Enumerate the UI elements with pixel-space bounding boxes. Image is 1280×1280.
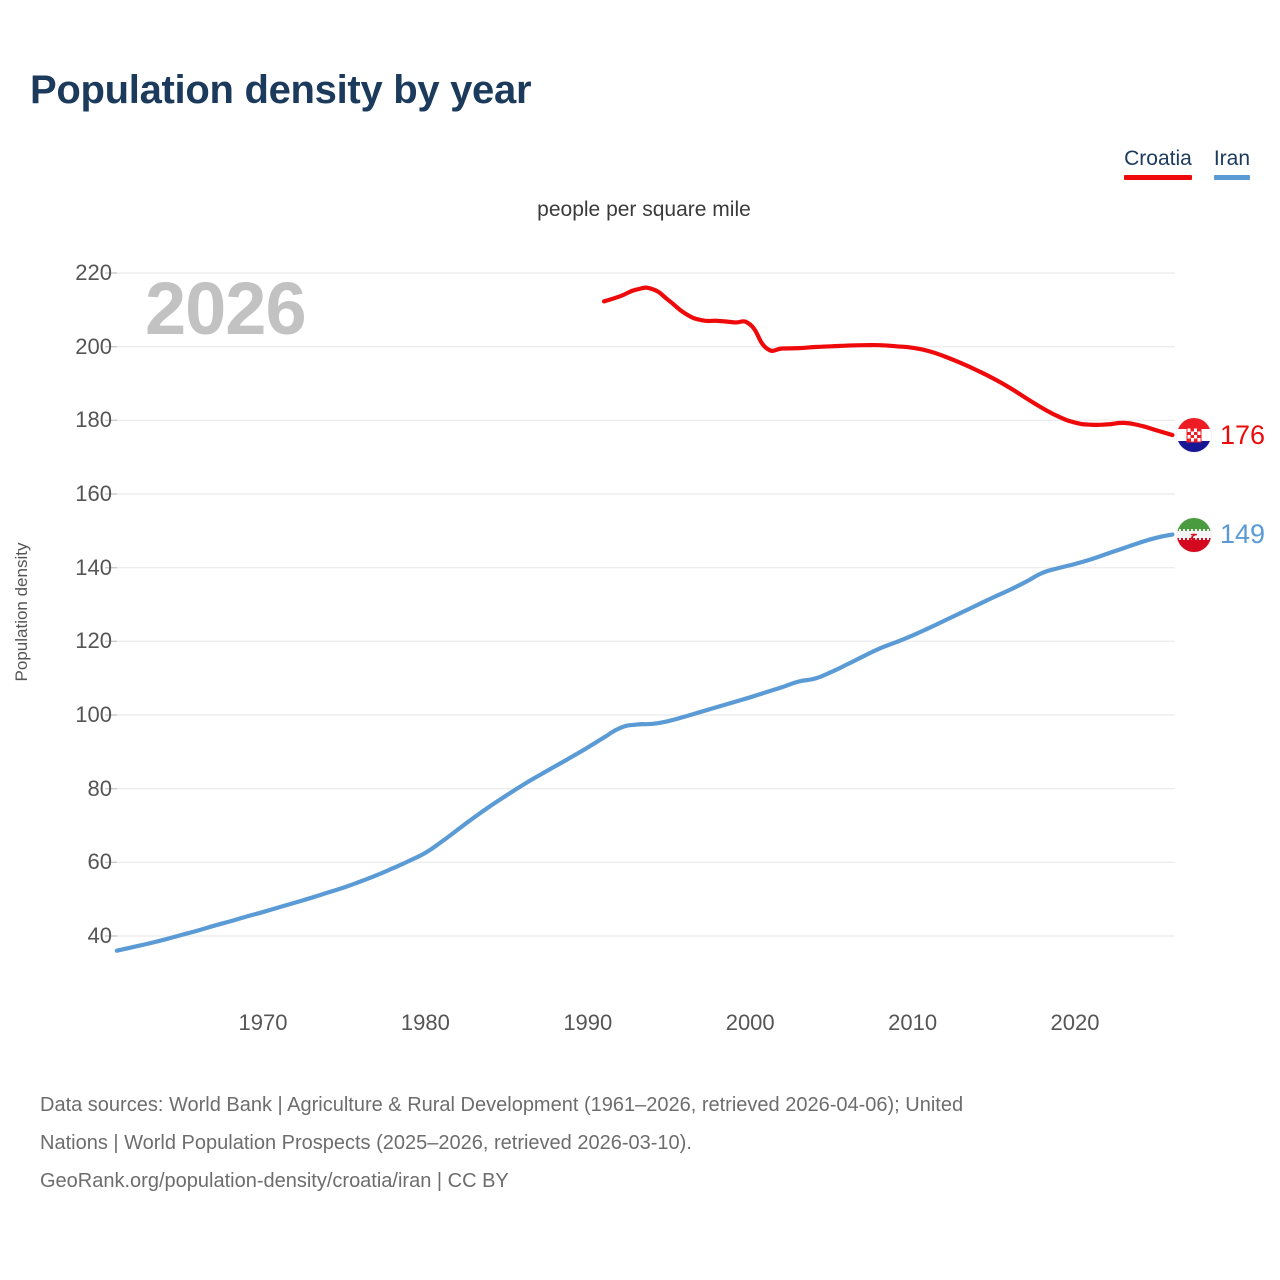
y-axis-label: Population density xyxy=(12,542,31,682)
legend-item-croatia[interactable]: Croatia xyxy=(1124,146,1192,180)
series-line-croatia xyxy=(601,285,1175,438)
y-axis-tick: 140 xyxy=(75,554,112,580)
x-axis-tick: 2020 xyxy=(1050,1010,1100,1035)
legend-color-swatch-iran xyxy=(1213,175,1250,180)
chart-subtitle: people per square mile xyxy=(537,198,751,221)
endpoint-value-iran: 149 xyxy=(1220,519,1266,550)
footer-line-1: Data sources: World Bank | Agriculture &… xyxy=(40,1094,964,1116)
y-axis-tick: 160 xyxy=(75,481,112,506)
iran-flag-icon: ح xyxy=(1177,517,1211,552)
x-axis-tick: 1970 xyxy=(238,1010,288,1035)
croatia-flag-icon xyxy=(1177,418,1211,453)
y-axis-tick: 180 xyxy=(75,407,112,433)
footer-sources: Data sources: World Bank | Agriculture &… xyxy=(40,1086,1260,1200)
chart-legend: Croatia Iran xyxy=(1124,146,1250,180)
endpoint-marker-iran: ح 149 xyxy=(1177,517,1266,552)
x-axis-tick: 2000 xyxy=(725,1010,775,1035)
y-axis-tick: 120 xyxy=(75,628,112,654)
y-axis-tick: 100 xyxy=(75,702,112,727)
legend-color-swatch-croatia xyxy=(1124,175,1192,180)
legend-label-croatia: Croatia xyxy=(1124,147,1192,170)
x-axis-tick: 1990 xyxy=(563,1010,613,1035)
footer-line-2: Nations | World Population Prospects (20… xyxy=(40,1132,692,1154)
endpoint-marker-croatia: 176 xyxy=(1177,418,1266,453)
y-axis-tick: 200 xyxy=(75,333,112,359)
x-axis-tick: 2010 xyxy=(888,1010,938,1035)
endpoint-value-croatia: 176 xyxy=(1220,419,1266,450)
y-axis-tick: 40 xyxy=(87,923,112,948)
y-axis-tick: 80 xyxy=(87,775,112,801)
year-watermark: 2026 xyxy=(145,267,307,350)
page-title: Population density by year xyxy=(30,68,532,112)
legend-item-iran[interactable]: Iran xyxy=(1213,146,1250,180)
y-axis-tick: 220 xyxy=(75,260,112,285)
series-line-iran xyxy=(114,532,1175,953)
footer-line-3: GeoRank.org/population-density/croatia/i… xyxy=(40,1170,509,1192)
x-axis-tick: 1980 xyxy=(400,1010,450,1035)
legend-label-iran: Iran xyxy=(1213,147,1250,170)
y-axis-tick: 60 xyxy=(87,849,112,875)
